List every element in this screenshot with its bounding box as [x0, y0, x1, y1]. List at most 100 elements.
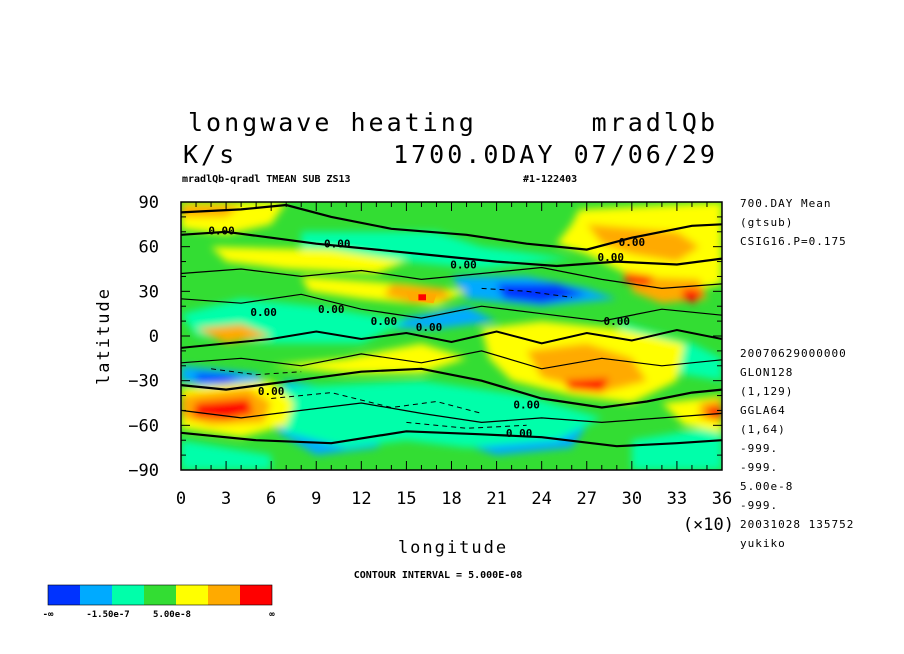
contour-label: 0.00 — [513, 398, 540, 411]
contour-line-negative — [271, 392, 482, 414]
heating-region-strong — [707, 406, 722, 420]
contour-line — [181, 328, 722, 349]
contour-label: 0.00 — [318, 303, 345, 316]
neutral-region — [631, 425, 722, 470]
contour-line — [181, 293, 722, 322]
side-info-line: 20070629000000 — [740, 347, 847, 360]
heating-region — [586, 224, 700, 262]
contour-line — [181, 230, 722, 268]
colorbar-label: -1.50e-7 — [86, 610, 129, 620]
contour-label: 0.00 — [619, 236, 646, 249]
contour-line — [181, 350, 722, 370]
cooling-region-strong — [196, 373, 242, 384]
side-info-line: (gtsub) — [740, 216, 793, 229]
neutral-region — [301, 231, 572, 269]
side-info-line: 5.00e-8 — [740, 480, 793, 493]
x-tick-label: 15 — [396, 489, 416, 509]
colorbar: -∞ -1.50e-7 5.00e-8 ∞ — [43, 584, 275, 620]
heating-region-weak — [271, 343, 467, 374]
side-info-line: -999. — [740, 499, 778, 512]
x-tick-label: 12 — [351, 489, 371, 509]
y-tick-label: 90 — [139, 193, 159, 213]
heatmap-field: 0.00 0.00 0.00 0.00 0.00 0.00 0.00 0.00 0.00 0.00… — [181, 202, 722, 470]
x-tick-label: 33 — [667, 489, 687, 509]
side-info-top: 700.DAY Mean (gtsub) CSIG16.P=0.175 — [740, 197, 847, 248]
contour-label: 0.00 — [450, 259, 477, 272]
colorbar-swatch — [208, 585, 240, 605]
y-tick-label: 0 — [149, 327, 159, 347]
side-info-line: -999. — [740, 442, 778, 455]
x-tick-label: 6 — [266, 489, 276, 509]
colorbar-swatch — [144, 585, 176, 605]
neutral-region — [181, 440, 272, 470]
neutral-region — [263, 380, 602, 448]
contour-label: 0.00 — [371, 315, 398, 328]
heating-maximum — [418, 294, 426, 301]
colorbar-label: -∞ — [43, 610, 54, 620]
y-axis-label: latitude — [94, 287, 114, 385]
contour-line-negative — [481, 287, 572, 298]
side-info-line: GLON128 — [740, 366, 793, 379]
contour-line — [181, 402, 722, 424]
heating-region-strong — [624, 272, 655, 286]
x-axis-multiplier: (×10) — [683, 515, 734, 535]
colorbar-swatch — [176, 585, 208, 605]
side-info-bottom: 20070629000000 GLON128 (1,129) GGLA64 (1,64)… — [740, 347, 854, 550]
contour-interval-note: CONTOUR INTERVAL = 5.000E-08 — [354, 570, 523, 581]
chart-time: 1700.0DAY 07/06/29 — [393, 140, 718, 169]
x-tick-label: 18 — [441, 489, 461, 509]
side-info-line: GGLA64 — [740, 404, 786, 417]
x-tick-label: 9 — [311, 489, 321, 509]
side-info-line: CSIG16.P=0.175 — [740, 235, 847, 248]
side-info-line: (1,64) — [740, 423, 786, 436]
contour-line-negative — [211, 368, 302, 376]
colorbar-frame — [47, 584, 273, 606]
heating-region-weak — [211, 246, 407, 274]
y-tick-label: −60 — [128, 416, 159, 436]
contour-line — [181, 367, 722, 409]
side-info-line: (1,129) — [740, 385, 793, 398]
contour-label: 0.00 — [258, 385, 285, 398]
x-tick-label: 3 — [221, 489, 231, 509]
y-tick-label: −30 — [128, 372, 159, 392]
contour-label: 0.00 — [506, 427, 533, 440]
colorbar-swatch — [48, 585, 80, 605]
side-info-line: 20031028 135752 — [740, 518, 854, 531]
colorbar-swatch — [240, 585, 272, 605]
contour-label: 0.00 — [598, 251, 625, 264]
contour-line — [181, 266, 722, 290]
heating-region-strong — [564, 377, 610, 393]
heating-region-strong — [681, 288, 704, 304]
contour-labels: 0.00 0.00 0.00 0.00 0.00 0.00 0.00 0.00 0.00 0.00… — [208, 224, 645, 439]
x-axis-label: longitude — [398, 538, 508, 558]
chart-title: longwave heating — [188, 108, 477, 137]
x-tick-label: 21 — [486, 489, 506, 509]
chart-variable-name: mradlQb — [592, 108, 718, 137]
side-info-line: 700.DAY Mean — [740, 197, 831, 210]
cooling-region-strong — [496, 283, 587, 304]
x-tick-label: 27 — [577, 489, 597, 509]
chart-run-id: #1-122403 — [523, 174, 577, 185]
axis-ticks — [180, 201, 723, 471]
contour-line — [181, 430, 722, 448]
colorbar-swatch — [112, 585, 144, 605]
y-tick-labels: 90 60 30 0 −30 −60 −90 — [128, 193, 159, 481]
heating-region — [196, 324, 272, 344]
colorbar-label: ∞ — [269, 610, 275, 620]
x-tick-label: 24 — [531, 489, 551, 509]
contour-label: 0.00 — [604, 315, 631, 328]
contour-label: 0.00 — [324, 238, 351, 251]
side-info-line: yukiko — [740, 537, 786, 550]
y-tick-label: 60 — [139, 238, 159, 258]
colorbar-swatch — [80, 585, 112, 605]
x-tick-label: 36 — [712, 489, 732, 509]
chart-subtitle: mradlQb-qradl TMEAN SUB ZS13 — [182, 174, 351, 185]
colorbar-label: 5.00e-8 — [153, 610, 191, 620]
contour-line-negative — [406, 421, 527, 429]
contour-label: 0.00 — [250, 306, 277, 319]
y-tick-label: 30 — [139, 282, 159, 302]
x-tick-label: 30 — [622, 489, 642, 509]
contour-label: 0.00 — [208, 224, 235, 237]
chart-units: K/s — [183, 140, 237, 169]
